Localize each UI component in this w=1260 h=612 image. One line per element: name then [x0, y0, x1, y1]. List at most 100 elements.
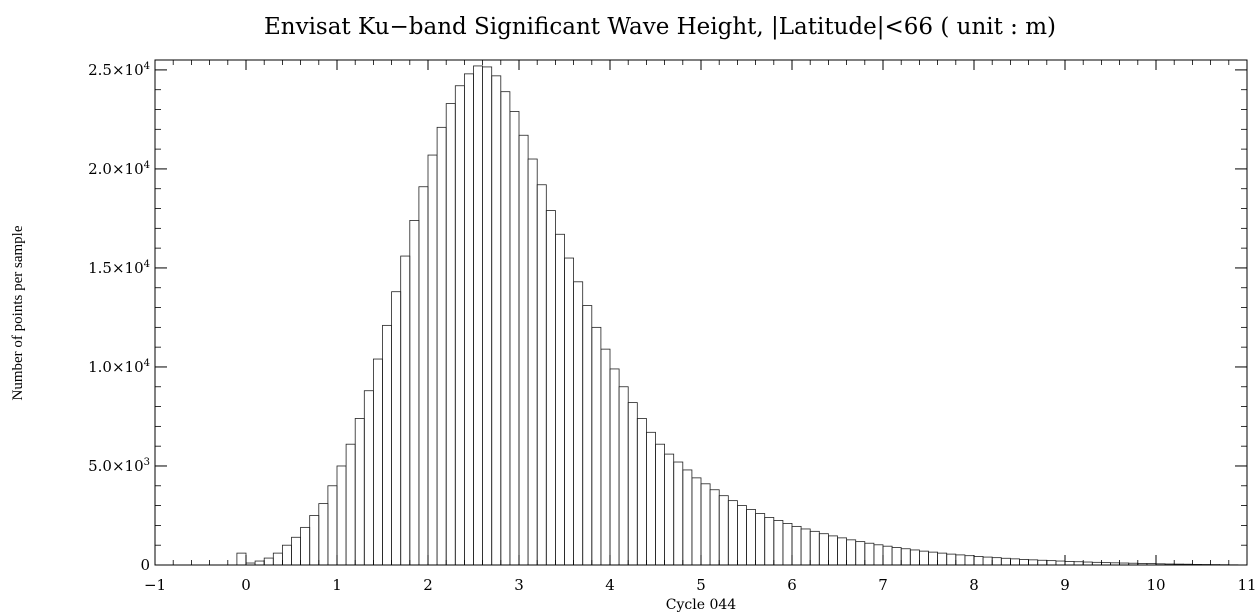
- histogram-bar: [536, 184, 547, 566]
- histogram-bar: [937, 552, 948, 566]
- histogram-bar: [509, 111, 520, 566]
- x-tick-label: −1: [144, 576, 166, 594]
- histogram-bar: [263, 557, 274, 566]
- x-tick-label: 8: [969, 576, 979, 594]
- histogram-bar: [518, 134, 529, 566]
- x-tick-label: 1: [332, 576, 342, 594]
- x-axis: −1 0 1 2 3 4 5 6 7 8 9 10 11: [144, 60, 1257, 594]
- histogram-bar: [500, 91, 511, 566]
- x-tick-label: 2: [423, 576, 433, 594]
- histogram-bar: [618, 386, 629, 566]
- histogram-bar: [673, 461, 684, 566]
- histogram-bar: [336, 465, 347, 566]
- y-axis-label: Number of points per sample: [10, 225, 26, 400]
- y-tick-label: 2.0×104: [88, 160, 150, 178]
- histogram-bar: [737, 505, 747, 566]
- histogram-bar: [400, 255, 411, 566]
- x-tick-label: 11: [1237, 576, 1256, 594]
- histogram-bar: [281, 544, 292, 566]
- histogram-bar: [636, 418, 647, 566]
- histogram-bar: [919, 550, 929, 566]
- histogram-bar: [409, 220, 420, 566]
- histogram-bar: [382, 324, 393, 566]
- histogram-bar: [573, 281, 584, 566]
- histogram-bar: [318, 503, 329, 566]
- histogram-bar: [818, 533, 829, 566]
- x-tick-label: 0: [241, 576, 251, 594]
- histogram-bar: [236, 552, 247, 566]
- x-tick-label: 7: [878, 576, 888, 594]
- y-tick-label: 1.0×104: [88, 358, 150, 376]
- histogram-bar: [837, 537, 848, 566]
- histogram-bar: [791, 525, 802, 566]
- histogram-bar: [254, 560, 265, 566]
- histogram-bar: [436, 126, 447, 566]
- chart-title: Envisat Ku−band Significant Wave Height,…: [264, 14, 1056, 40]
- y-axis: 0 5.0×103 1.0×104 1.5×104 2.0×104 2.5×104: [88, 61, 1247, 574]
- histogram-bar: [363, 390, 374, 566]
- histogram-bar: [1000, 557, 1011, 566]
- histogram-bar: [291, 536, 302, 566]
- histogram-bar: [746, 509, 757, 566]
- histogram-bar: [891, 547, 902, 566]
- histogram-bar: [800, 528, 811, 566]
- histogram-bar: [655, 443, 666, 566]
- histogram-bar: [391, 291, 402, 566]
- histogram-bar: [782, 523, 793, 566]
- x-axis-label: Cycle 044: [666, 597, 736, 612]
- y-tick-label: 5.0×103: [88, 457, 150, 475]
- histogram-bar: [545, 210, 556, 566]
- histogram-bar: [855, 541, 866, 566]
- histogram-bar: [946, 553, 957, 566]
- histogram-bar: [627, 402, 638, 566]
- histogram-bar: [955, 554, 966, 566]
- histogram-bar: [555, 233, 565, 566]
- x-tick-label: 4: [605, 576, 615, 594]
- histogram-bar: [900, 548, 911, 566]
- histogram-bar: [1010, 558, 1020, 566]
- x-tick-label: 9: [1060, 576, 1070, 594]
- histogram-bar: [527, 158, 538, 566]
- histogram-bar: [709, 489, 720, 566]
- x-tick-label: 6: [787, 576, 797, 594]
- x-tick-label: 3: [514, 576, 524, 594]
- histogram-bar: [764, 517, 775, 566]
- y-tick-label: 1.5×104: [88, 259, 150, 277]
- histogram-bar: [882, 545, 893, 566]
- histogram-bar: [309, 515, 320, 566]
- x-tick-label: 10: [1146, 576, 1165, 594]
- histogram-bar: [873, 544, 884, 566]
- histogram-bar: [300, 526, 311, 566]
- histogram-bar: [718, 495, 729, 566]
- histogram-bar: [372, 358, 383, 566]
- histogram-bar: [445, 103, 456, 566]
- histogram-bars: [236, 65, 1239, 566]
- histogram-bar: [1028, 559, 1039, 566]
- histogram-bar: [691, 477, 702, 566]
- histogram-bar: [491, 75, 502, 566]
- histogram-bar: [682, 469, 693, 566]
- histogram-bar: [582, 305, 593, 566]
- histogram-bar: [454, 85, 465, 566]
- histogram-bar: [646, 431, 656, 566]
- histogram-bar: [609, 368, 620, 566]
- histogram-bar: [1046, 560, 1057, 566]
- histogram-bar: [482, 66, 493, 566]
- histogram-bar: [991, 557, 1002, 566]
- histogram-bar: [864, 542, 875, 566]
- y-tick-label: 0: [140, 556, 150, 574]
- histogram-bar: [591, 326, 602, 566]
- histogram-bar: [809, 530, 820, 566]
- histogram-bar: [828, 535, 838, 566]
- histogram-bar: [909, 549, 920, 566]
- histogram-bar: [928, 551, 939, 566]
- histogram-bar: [600, 348, 611, 566]
- histogram-bar: [1064, 561, 1075, 566]
- plot-frame: [154, 59, 1248, 566]
- histogram-bar: [473, 65, 484, 566]
- histogram-bar: [773, 520, 784, 566]
- histogram-bar: [564, 257, 575, 566]
- histogram-bar: [700, 483, 711, 566]
- histogram-bar: [664, 453, 675, 566]
